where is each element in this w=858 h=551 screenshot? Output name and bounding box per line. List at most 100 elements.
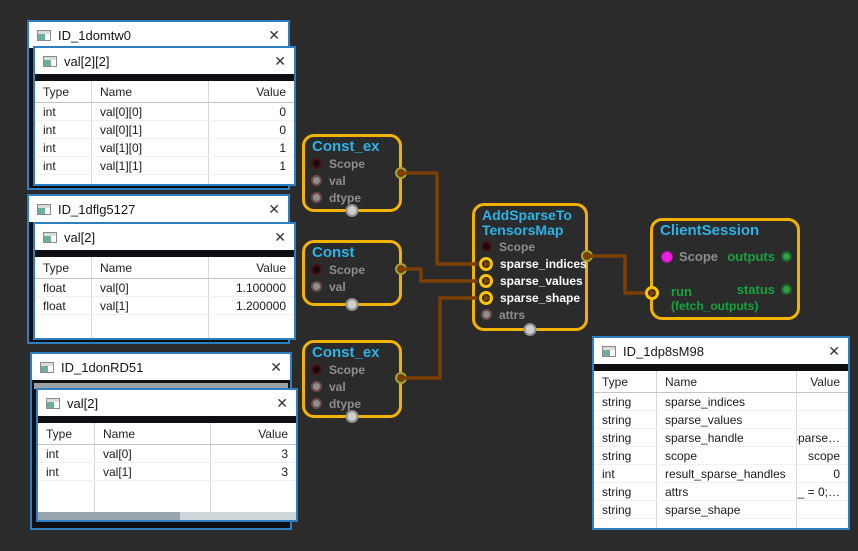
bottom-port[interactable]	[345, 410, 359, 423]
port-scope[interactable]	[661, 250, 673, 263]
port-status[interactable]	[781, 284, 792, 295]
horizontal-scrollbar[interactable]	[38, 512, 296, 520]
column-header-value[interactable]: Value	[208, 81, 294, 102]
value-table: Type Name Value int val[0] 3 int val[1] …	[38, 423, 296, 520]
port-scope[interactable]	[481, 241, 492, 252]
window-title: ID_1domtw0	[58, 27, 131, 43]
bottom-port[interactable]	[345, 298, 359, 311]
table-row[interactable]: int val[0] 3	[38, 445, 296, 463]
port-dtype[interactable]	[311, 398, 322, 409]
port-sparse-values[interactable]	[479, 273, 493, 288]
column-header-value[interactable]: Value	[208, 257, 294, 278]
column-header-value[interactable]: Value	[210, 423, 296, 444]
table-header: Type Name Value	[38, 423, 296, 445]
window-title: val[2]	[64, 229, 96, 245]
port-outputs[interactable]	[781, 251, 792, 262]
column-header-type[interactable]: Type	[43, 260, 70, 275]
table-row[interactable]: float val[1] 1.200000	[35, 297, 294, 315]
table-header: Type Name Value	[594, 371, 848, 393]
wire-constex-top-to-sparse-indices[interactable]	[401, 171, 478, 266]
port-val[interactable]	[311, 175, 322, 186]
port-val[interactable]	[311, 281, 322, 292]
port-sparse-shape[interactable]	[479, 290, 493, 305]
wire-addsparse-to-run[interactable]	[589, 254, 645, 295]
table-row[interactable]: int val[1] 3	[38, 463, 296, 481]
window-divider	[38, 416, 296, 423]
port-scope[interactable]	[311, 158, 322, 169]
titlebar[interactable]: val[2][2] ✕	[35, 48, 294, 74]
window-title: ID_1donRD51	[61, 359, 144, 375]
table-row[interactable]: string scope scope	[594, 447, 848, 465]
titlebar[interactable]: ID_1donRD51 ✕	[32, 354, 290, 380]
port-val[interactable]	[311, 381, 322, 392]
table-header: Type Name Value	[35, 81, 294, 103]
wire-constex-bottom-to-sparse-shape[interactable]	[401, 296, 478, 380]
table-row[interactable]: int val[0][0] 0	[35, 103, 294, 121]
titlebar[interactable]: ID_1dp8sM98 ✕	[594, 338, 848, 364]
node-const-ex-bottom[interactable]: Const_ex Scope val dtype	[302, 340, 407, 423]
table-row[interactable]: float val[0] 1.100000	[35, 279, 294, 297]
node-client-session[interactable]: ClientSession Scope outputs status run (…	[645, 218, 800, 320]
scrollbar-thumb[interactable]	[38, 512, 180, 520]
table-row[interactable]: string sparse_handle AddSparse…	[594, 429, 848, 447]
node-const[interactable]: Const Scope val	[302, 240, 407, 311]
window-divider	[35, 250, 294, 257]
bottom-port[interactable]	[523, 323, 537, 336]
port-sparse-indices[interactable]	[479, 256, 493, 271]
table-empty-area	[38, 481, 296, 512]
port-attrs[interactable]	[481, 309, 492, 320]
node-title: Const_ex	[312, 344, 380, 361]
window-val-2-2[interactable]: val[2][2] ✕ Type Name Value int val[0][0…	[33, 46, 296, 186]
close-icon[interactable]: ✕	[828, 343, 840, 359]
table-row[interactable]: int val[1][0] 1	[35, 139, 294, 157]
close-icon[interactable]: ✕	[274, 229, 286, 245]
table-row[interactable]: string sparse_shape	[594, 501, 848, 519]
column-header-type[interactable]: Type	[43, 84, 70, 99]
window-icon	[602, 345, 616, 357]
node-add-sparse-to-tensors-map[interactable]: AddSparseTo TensorsMap Scope sparse_indi…	[472, 203, 593, 336]
titlebar[interactable]: val[2] ✕	[35, 224, 294, 250]
column-header-name[interactable]: Name	[94, 423, 210, 444]
window-val-2-int[interactable]: val[2] ✕ Type Name Value int val[0] 3 in…	[36, 388, 298, 522]
port-scope[interactable]	[311, 364, 322, 375]
column-header-type[interactable]: Type	[46, 426, 73, 441]
window-val-2-float[interactable]: val[2] ✕ Type Name Value float val[0] 1.…	[33, 222, 296, 340]
close-icon[interactable]: ✕	[276, 395, 288, 411]
column-header-value[interactable]: Value	[796, 371, 848, 392]
titlebar[interactable]: ID_1dflg5127 ✕	[29, 196, 288, 222]
close-icon[interactable]: ✕	[268, 27, 280, 43]
table-empty-area	[35, 175, 294, 184]
window-title: val[2][2]	[64, 53, 110, 69]
port-dtype[interactable]	[311, 192, 322, 203]
table-empty-area	[594, 519, 848, 528]
port-scope[interactable]	[311, 264, 322, 275]
close-icon[interactable]: ✕	[274, 53, 286, 69]
table-row[interactable]: string sparse_indices	[594, 393, 848, 411]
table-row[interactable]: int result_sparse_handles 0	[594, 465, 848, 483]
table-row[interactable]: int val[0][1] 0	[35, 121, 294, 139]
scrollbar[interactable]	[34, 383, 288, 389]
column-header-name[interactable]: Name	[91, 81, 208, 102]
column-header-name[interactable]: Name	[656, 371, 796, 392]
titlebar[interactable]: ID_1domtw0 ✕	[29, 22, 288, 48]
bottom-port[interactable]	[345, 204, 359, 217]
close-icon[interactable]: ✕	[268, 201, 280, 217]
window-id-1dp8sm98[interactable]: ID_1dp8sM98 ✕ Type Name Value string spa…	[592, 336, 850, 530]
close-icon[interactable]: ✕	[270, 359, 282, 375]
port-run[interactable]	[645, 286, 659, 300]
titlebar[interactable]: val[2] ✕	[38, 390, 296, 416]
table-row[interactable]: string attrs seed_ = 0;…	[594, 483, 848, 501]
window-title: val[2]	[67, 395, 99, 411]
window-icon	[46, 397, 60, 409]
window-icon	[37, 29, 51, 41]
node-const-ex-top[interactable]: Const_ex Scope val dtype	[302, 134, 407, 217]
table-row[interactable]: int val[1][1] 1	[35, 157, 294, 175]
run-label: run (fetch_outputs)	[671, 284, 759, 313]
table-row[interactable]: string sparse_values	[594, 411, 848, 429]
column-header-name[interactable]: Name	[91, 257, 208, 278]
column-header-type[interactable]: Type	[602, 374, 629, 389]
wire-const-to-sparse-values[interactable]	[400, 267, 478, 283]
window-divider	[35, 74, 294, 81]
